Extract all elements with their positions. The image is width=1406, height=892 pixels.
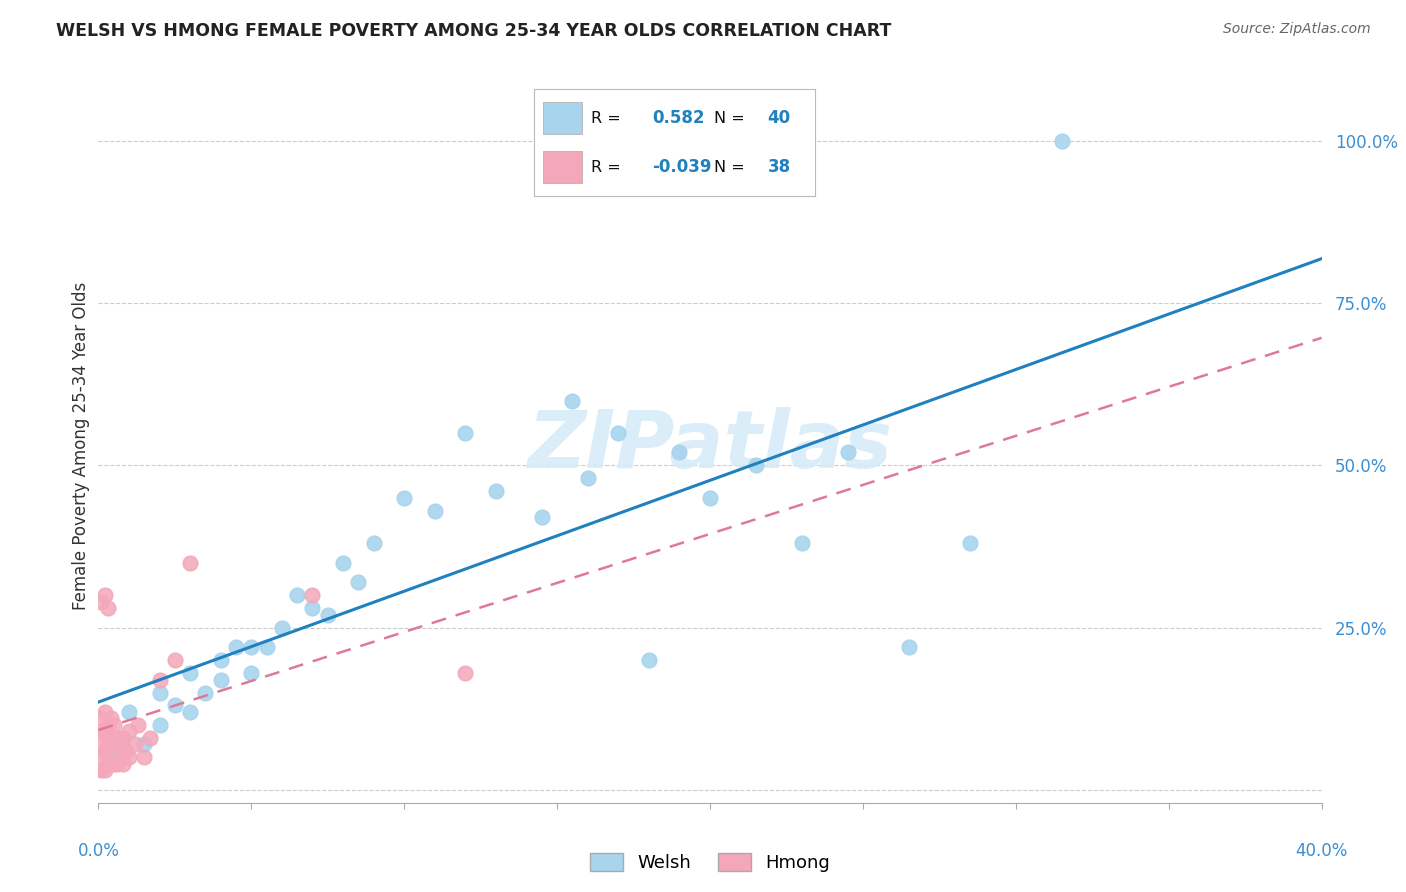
- Text: WELSH VS HMONG FEMALE POVERTY AMONG 25-34 YEAR OLDS CORRELATION CHART: WELSH VS HMONG FEMALE POVERTY AMONG 25-3…: [56, 22, 891, 40]
- Point: [100, 731, 122, 745]
- Text: N =: N =: [714, 160, 745, 175]
- Text: 0.582: 0.582: [652, 109, 704, 127]
- Point: [959, 536, 981, 550]
- Point: [347, 575, 370, 590]
- Point: [837, 445, 859, 459]
- Point: [179, 666, 201, 681]
- Point: [392, 491, 416, 505]
- Point: [179, 556, 201, 570]
- Point: [108, 744, 131, 758]
- Point: [897, 640, 920, 654]
- Point: [668, 445, 690, 459]
- Point: [149, 718, 172, 732]
- Point: [105, 756, 128, 771]
- Point: [118, 705, 141, 719]
- Point: [270, 621, 292, 635]
- FancyBboxPatch shape: [543, 152, 582, 184]
- Point: [454, 425, 477, 440]
- Point: [285, 588, 308, 602]
- Point: [90, 738, 112, 752]
- Point: [97, 718, 120, 732]
- Y-axis label: Female Poverty Among 25-34 Year Olds: Female Poverty Among 25-34 Year Olds: [72, 282, 90, 610]
- Point: [454, 666, 477, 681]
- Point: [115, 744, 138, 758]
- Point: [332, 556, 354, 570]
- Point: [90, 724, 112, 739]
- Point: [118, 724, 141, 739]
- FancyBboxPatch shape: [543, 102, 582, 134]
- Text: -0.039: -0.039: [652, 159, 711, 177]
- Point: [530, 510, 553, 524]
- Point: [93, 588, 115, 602]
- Point: [93, 744, 115, 758]
- Point: [209, 653, 232, 667]
- Point: [363, 536, 385, 550]
- Point: [97, 756, 120, 771]
- Text: ZIPatlas: ZIPatlas: [527, 407, 893, 485]
- Point: [103, 750, 125, 764]
- Point: [93, 764, 115, 778]
- Point: [93, 705, 115, 719]
- Legend: Welsh, Hmong: Welsh, Hmong: [583, 846, 837, 880]
- Point: [561, 393, 583, 408]
- Point: [423, 504, 446, 518]
- Point: [790, 536, 813, 550]
- Point: [90, 711, 112, 725]
- Point: [134, 750, 156, 764]
- Point: [97, 738, 120, 752]
- Point: [301, 588, 323, 602]
- Point: [100, 711, 122, 725]
- Point: [100, 756, 122, 771]
- Point: [103, 756, 125, 771]
- Point: [139, 731, 162, 745]
- Point: [90, 750, 112, 764]
- Text: 40: 40: [768, 109, 790, 127]
- Point: [103, 718, 125, 732]
- Point: [240, 640, 263, 654]
- Point: [93, 724, 115, 739]
- Point: [745, 458, 768, 473]
- Point: [134, 738, 156, 752]
- Text: 40.0%: 40.0%: [1295, 842, 1348, 860]
- Point: [111, 731, 134, 745]
- Point: [111, 756, 134, 771]
- Point: [1050, 134, 1073, 148]
- Point: [179, 705, 201, 719]
- Point: [124, 738, 146, 752]
- Point: [485, 484, 508, 499]
- Point: [607, 425, 630, 440]
- Point: [149, 685, 172, 699]
- Text: 38: 38: [768, 159, 790, 177]
- Text: Source: ZipAtlas.com: Source: ZipAtlas.com: [1223, 22, 1371, 37]
- Point: [149, 673, 172, 687]
- Point: [111, 731, 134, 745]
- Text: R =: R =: [591, 111, 620, 126]
- Point: [225, 640, 247, 654]
- Point: [637, 653, 661, 667]
- Point: [316, 607, 339, 622]
- Point: [209, 673, 232, 687]
- Point: [97, 601, 120, 615]
- Point: [163, 653, 186, 667]
- Point: [90, 595, 112, 609]
- Point: [103, 738, 125, 752]
- Point: [127, 718, 149, 732]
- Point: [256, 640, 278, 654]
- Point: [301, 601, 323, 615]
- Point: [240, 666, 263, 681]
- Point: [105, 731, 128, 745]
- Point: [90, 764, 112, 778]
- Point: [194, 685, 217, 699]
- Point: [163, 698, 186, 713]
- Point: [576, 471, 599, 485]
- Text: N =: N =: [714, 111, 745, 126]
- Text: R =: R =: [591, 160, 620, 175]
- Point: [118, 750, 141, 764]
- Point: [699, 491, 721, 505]
- Text: 0.0%: 0.0%: [77, 842, 120, 860]
